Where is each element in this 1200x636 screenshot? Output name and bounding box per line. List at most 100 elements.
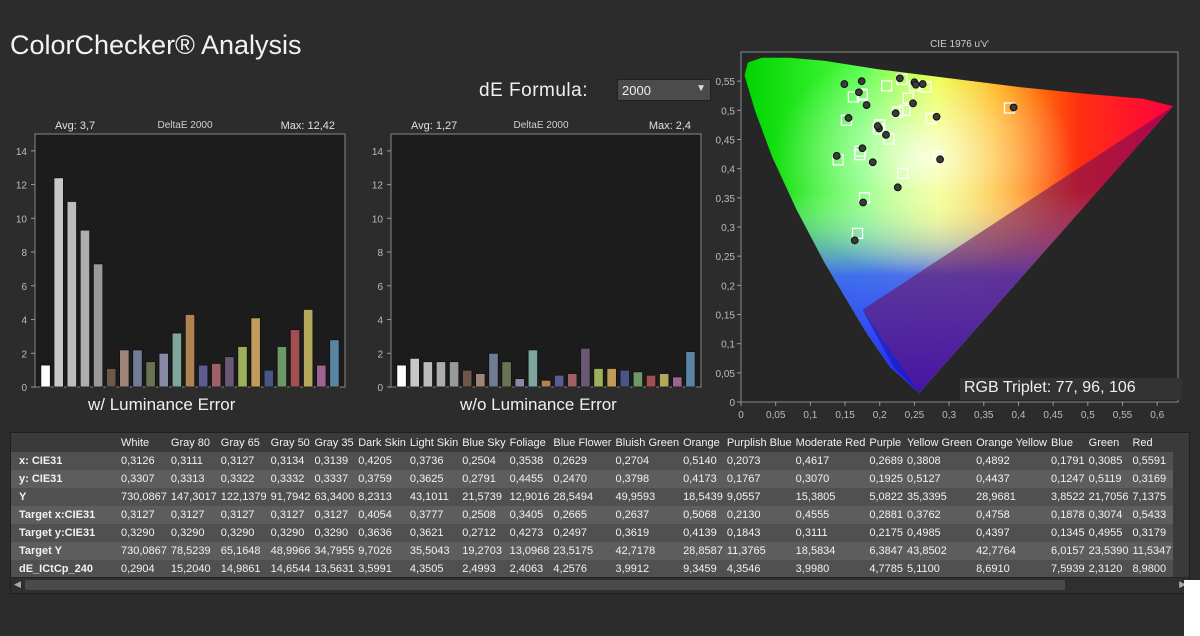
x-tick-label: 0,55 [1113, 410, 1133, 421]
column-header[interactable]: Dark Skin [358, 436, 406, 449]
table-cell: 0,3127 [220, 509, 255, 521]
y-tick-label: 0,15 [716, 311, 736, 322]
table-cell: 0,3134 [270, 455, 305, 467]
x-tick-label: 0,1 [803, 410, 817, 421]
column-header[interactable]: Blue [1051, 436, 1074, 449]
table-cell: 0,3127 [270, 509, 305, 521]
y-tick-label: 6 [21, 282, 27, 293]
column-header[interactable]: Moderate Red [795, 436, 866, 449]
measured-point [840, 80, 849, 88]
column-header[interactable]: Blue Flower [553, 436, 612, 449]
scroll-right-icon[interactable]: ▶ [1179, 579, 1186, 589]
bar [435, 361, 447, 388]
bar [422, 361, 433, 388]
column-header[interactable]: Yellow Green [907, 436, 973, 449]
de-formula-select[interactable]: 2000 ▼ [617, 79, 711, 101]
y-tick-label: 8 [21, 248, 27, 259]
column-header[interactable]: Light Skin [409, 436, 459, 449]
column-header[interactable]: Gray 50 [270, 436, 310, 449]
bar [567, 373, 578, 388]
bar [79, 229, 91, 388]
column-header[interactable]: Orange [683, 436, 720, 449]
row-label: y: CIE31 [19, 473, 63, 485]
bar [632, 371, 644, 388]
column-header[interactable]: Gray 80 [170, 436, 211, 449]
table-cell: 0,1247 [1051, 473, 1085, 485]
column-header[interactable]: Purplish Blue [726, 436, 792, 449]
column-header[interactable]: Bluish Green [615, 436, 680, 449]
table-row[interactable]: Target y:CIE31 0,3290 0,3290 0,3290 0,3290 0,… [11, 524, 1174, 542]
table-cell: 0,3636 [358, 527, 392, 539]
column-header[interactable]: Gray 65 [220, 436, 260, 449]
table-row[interactable]: x: CIE31 0,3126 0,3111 0,3127 0,3134 0,3139 0,… [11, 452, 1174, 470]
column-header[interactable]: Green [1088, 436, 1120, 449]
bar [580, 347, 591, 388]
data-table: White Gray 80 Gray 65 Gray 50 Gray 35 Dark Sk… [11, 433, 1174, 578]
column-header[interactable] [11, 433, 119, 452]
bar [40, 364, 51, 388]
column-header[interactable]: Gray 35 [314, 436, 354, 449]
table-row[interactable]: Target x:CIE31 0,3127 0,3127 0,3127 0,3127 0,… [11, 506, 1174, 524]
row-label: Target Y [19, 545, 62, 557]
table-cell: 0,3808 [907, 455, 941, 467]
bar [316, 364, 327, 388]
table-cell: 7,5939 [1051, 563, 1085, 575]
column-header[interactable]: White [121, 436, 150, 449]
column-header[interactable]: Orange Yellow [976, 436, 1048, 449]
scrollbar-thumb[interactable] [25, 580, 1065, 590]
measured-point [911, 80, 920, 89]
bar [158, 352, 169, 388]
horizontal-scrollbar[interactable]: ◀ ▶ [11, 577, 1189, 593]
table-cell: 0,2791 [462, 473, 496, 485]
table-cell: 0,3777 [409, 509, 444, 521]
table-cell: 0,3290 [270, 527, 305, 539]
table-cell: 4,3505 [409, 563, 444, 575]
table-cell: 0,2175 [869, 527, 904, 539]
table-cell: 0,1878 [1051, 509, 1085, 521]
y-tick-label: 2 [377, 349, 383, 360]
chevron-down-icon[interactable]: ▼ [696, 83, 706, 94]
x-tick-label: 0,4 [1012, 410, 1026, 421]
table-cell: 21,7056 [1088, 491, 1129, 503]
bar [396, 364, 407, 388]
table-cell: 19,2703 [462, 545, 502, 557]
table-cell: 6,0157 [1051, 545, 1085, 557]
gamut-layer [744, 57, 1174, 393]
column-header[interactable]: Foliage [509, 436, 546, 449]
background-corner [1184, 580, 1200, 636]
de-formula-value: 2000 [622, 83, 651, 98]
table-cell: 0,3538 [509, 455, 544, 467]
table-row[interactable]: Y 730,0867 147,3017 122,1379 91,7942 63,3400 8… [11, 488, 1174, 506]
column-header[interactable]: Blue Sky [462, 436, 506, 449]
table-cell: 0,3139 [314, 455, 349, 467]
bar [540, 379, 552, 388]
column-header[interactable]: Red [1132, 436, 1153, 449]
bar [448, 361, 460, 388]
table-row[interactable]: dE_ICtCp_240 0,2904 15,2040 14,9861 14,6544 1… [11, 560, 1174, 578]
bar [184, 314, 196, 388]
x-tick-label: 0,45 [1043, 410, 1063, 421]
table-cell: 0,3127 [121, 509, 155, 521]
bar [554, 374, 565, 388]
target-marker [902, 92, 914, 104]
table-row[interactable]: Target Y 730,0867 78,5239 65,1648 48,9966 34,… [11, 542, 1174, 560]
y-tick-label: 0,45 [716, 136, 736, 147]
bar [145, 361, 156, 388]
table-cell: 0,5127 [907, 473, 941, 485]
table-row[interactable]: y: CIE31 0,3307 0,3313 0,3322 0,3332 0,3337 0,… [11, 470, 1174, 488]
measured-point [868, 158, 877, 167]
column-header[interactable]: Purple [869, 436, 902, 449]
table-cell: 0,1791 [1051, 455, 1085, 467]
table-cell: 730,0867 [121, 545, 167, 557]
measured-point [857, 77, 866, 86]
x-tick-label: 0,6 [1150, 410, 1164, 421]
row-label: x: CIE31 [19, 455, 63, 467]
scroll-left-icon[interactable]: ◀ [14, 579, 21, 589]
x-tick-label: 0,5 [1081, 410, 1095, 421]
bar [329, 339, 340, 388]
table-header-row: White Gray 80 Gray 65 Gray 50 Gray 35 Dark Sk… [11, 433, 1174, 452]
table-cell: 0,3127 [314, 509, 349, 521]
table-cell: 0,4139 [683, 527, 717, 539]
table-cell: 0,2508 [462, 509, 496, 521]
table-cell: 0,3127 [170, 509, 205, 521]
